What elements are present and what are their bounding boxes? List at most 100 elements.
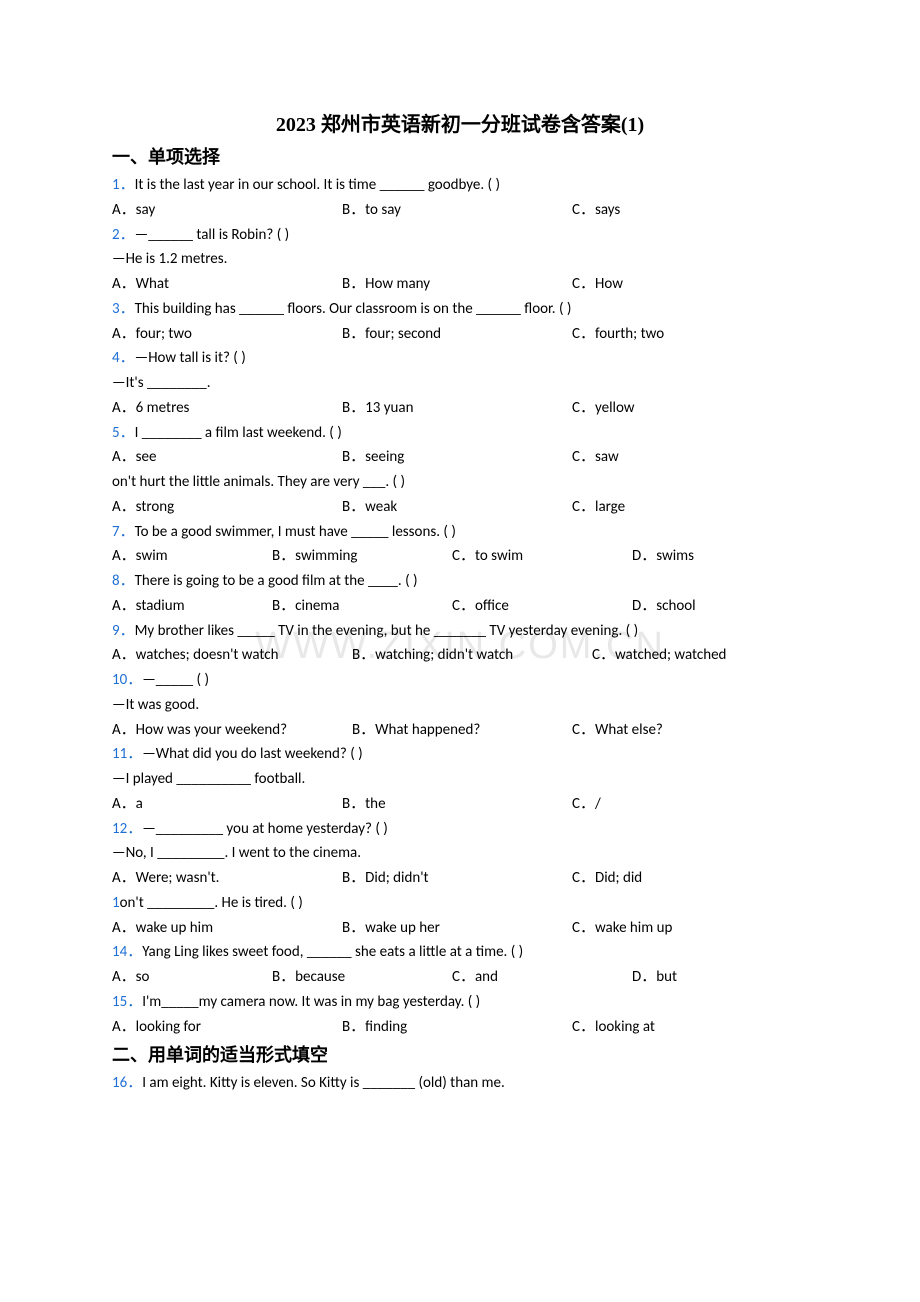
question-line: 5．I ________ a film last weekend. ( ) [112,421,808,446]
option: A．wake up him [112,916,342,941]
question-line: 2．—______ tall is Robin? ( ) [112,223,808,248]
option: A．so [112,965,272,990]
option: C．saw [572,445,772,470]
question-line: 4．—How tall is it? ( ) [112,346,808,371]
question-line: 1on't _________. He is tired. ( ) [112,891,808,916]
option: B．13 yuan [342,396,572,421]
option: C．fourth; two [572,322,772,347]
question-line: 9．My brother likes _____ TV in the eveni… [112,619,808,644]
question-number: 12． [112,820,142,838]
option: C．Did; did [572,866,772,891]
option: D．swims [632,544,772,569]
question-line: 8．There is going to be a good film at th… [112,569,808,594]
option: A．a [112,792,342,817]
option: A．strong [112,495,342,520]
question-number: 3． [112,300,135,318]
section-2-heading: 二、用单词的适当形式填空 [112,1041,808,1067]
question-text: My brother likes _____ TV in the evening… [135,622,639,640]
question-text: —______ tall is Robin? ( ) [135,226,290,244]
question-text: I'm_____my camera now. It was in my bag … [142,993,480,1011]
option: B．cinema [272,594,452,619]
question-text: This building has ______ floors. Our cla… [135,300,572,318]
option: B．finding [342,1015,572,1040]
options-row: A．WhatB．How manyC．How [112,272,808,297]
option: C．yellow [572,396,772,421]
option: B．four; second [342,322,572,347]
question-number: 1． [112,176,135,194]
option: B．watching; didn't watch [352,643,592,668]
option: A．swim [112,544,272,569]
option: C．looking at [572,1015,772,1040]
options-row: A．swimB．swimmingC．to swimD．swims [112,544,808,569]
options-row: A．four; twoB．four; secondC．fourth; two [112,322,808,347]
option: A．How was your weekend? [112,718,352,743]
question-number: 10． [112,671,142,689]
option: B．weak [342,495,572,520]
option: A．say [112,198,342,223]
option: D．school [632,594,772,619]
options-row: A．strongB．weakC．large [112,495,808,520]
question-follow-line: —It was good. [112,693,808,718]
question-text: I am eight. Kitty is eleven. So Kitty is… [142,1074,505,1092]
option: C．wake him up [572,916,772,941]
question-line: on't hurt the little animals. They are v… [112,470,808,495]
option: B．the [342,792,572,817]
question-text: Yang Ling likes sweet food, ______ she e… [142,943,523,961]
option: B．because [272,965,452,990]
option: A．four; two [112,322,342,347]
question-text: on't _________. He is tired. ( ) [120,894,303,912]
options-row: A．Were; wasn't.B．Did; didn'tC．Did; did [112,866,808,891]
option: A．Were; wasn't. [112,866,342,891]
question-line: 1．It is the last year in our school. It … [112,173,808,198]
question-text: I ________ a film last weekend. ( ) [135,424,342,442]
question-follow-line: —He is 1.2 metres. [112,247,808,272]
option: A．see [112,445,342,470]
option: A．watches; doesn't watch [112,643,352,668]
options-row: A．sayB．to sayC．says [112,198,808,223]
question-line: 15．I'm_____my camera now. It was in my b… [112,990,808,1015]
question-text: —_________ you at home yesterday? ( ) [142,820,388,838]
options-row: A．aB．theC．/ [112,792,808,817]
option: A．stadium [112,594,272,619]
question-number: 5． [112,424,135,442]
question-follow-line: —I played __________ football. [112,767,808,792]
question-line: 14．Yang Ling likes sweet food, ______ sh… [112,940,808,965]
options-row: A．soB．becauseC．andD．but [112,965,808,990]
question-follow-line: —No, I _________. I went to the cinema. [112,841,808,866]
option: A．looking for [112,1015,342,1040]
document-content: 2023 郑州市英语新初一分班试卷含答案(1) 一、单项选择 1．It is t… [112,108,808,1096]
option: C．What else? [572,718,772,743]
options-row: A．seeB．seeingC．saw [112,445,808,470]
options-row: A．wake up himB．wake up herC．wake him up [112,916,808,941]
page-title: 2023 郑州市英语新初一分班试卷含答案(1) [112,108,808,137]
option: D．but [632,965,772,990]
question-number: 16． [112,1074,142,1092]
options-row: A．6 metresB．13 yuanC．yellow [112,396,808,421]
question-line: 3．This building has ______ floors. Our c… [112,297,808,322]
options-row: A．watches; doesn't watchB．watching; didn… [112,643,808,668]
section-1-heading: 一、单项选择 [112,143,808,169]
options-row: A．looking forB．findingC．looking at [112,1015,808,1040]
options-row: A．stadiumB．cinemaC．officeD．school [112,594,808,619]
option: A．6 metres [112,396,342,421]
question-number: 9． [112,622,135,640]
question-line: 16．I am eight. Kitty is eleven. So Kitty… [112,1071,808,1096]
question-text: To be a good swimmer, I must have _____ … [135,523,456,541]
option: C．office [452,594,632,619]
option: C．large [572,495,772,520]
option: C．watched; watched [592,643,792,668]
option: B．How many [342,272,572,297]
question-line: 12．—_________ you at home yesterday? ( ) [112,817,808,842]
question-follow-line: —It's ________. [112,371,808,396]
question-text: —_____ ( ) [142,671,209,689]
option: B．Did; didn't [342,866,572,891]
option: C．and [452,965,632,990]
question-number: 2． [112,226,135,244]
question-text: There is going to be a good film at the … [135,572,418,590]
option: C．How [572,272,772,297]
question-number: 15． [112,993,142,1011]
question-text: —What did you do last weekend? ( ) [142,745,363,763]
question-line: 10．—_____ ( ) [112,668,808,693]
option: C．/ [572,792,772,817]
question-text: It is the last year in our school. It is… [135,176,500,194]
